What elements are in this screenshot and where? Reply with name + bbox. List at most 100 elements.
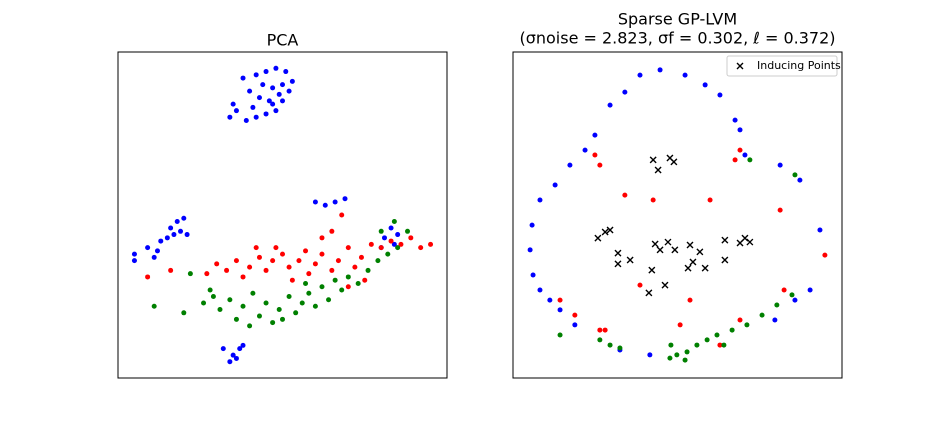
point [714, 332, 720, 338]
inducing-point [654, 166, 662, 174]
inducing-point [648, 266, 656, 274]
chart-title: PCA [267, 31, 299, 50]
point [797, 177, 803, 183]
point [263, 300, 269, 306]
point [204, 271, 210, 277]
inducing-point [741, 234, 749, 242]
point [684, 349, 690, 355]
point [158, 238, 164, 244]
point [597, 162, 603, 168]
point [247, 88, 253, 94]
point [657, 67, 663, 73]
point [276, 91, 282, 97]
point [607, 342, 613, 348]
point [306, 271, 312, 277]
point [178, 228, 184, 234]
point [253, 72, 259, 78]
point [174, 219, 180, 225]
inducing-point [701, 264, 709, 272]
point [164, 235, 170, 241]
point [737, 147, 743, 153]
point [405, 228, 411, 234]
point [597, 327, 603, 333]
point [270, 320, 276, 326]
point [286, 294, 292, 299]
point [607, 102, 613, 108]
point [772, 317, 778, 323]
point [214, 261, 220, 267]
point [322, 202, 328, 208]
point [263, 267, 269, 273]
point [286, 88, 292, 94]
point [303, 248, 309, 254]
inducing-point [649, 156, 657, 164]
point [342, 196, 348, 202]
point [260, 82, 266, 88]
point [217, 307, 223, 313]
point [822, 252, 828, 258]
inducing-point [661, 281, 669, 289]
point [737, 127, 743, 133]
point [256, 313, 262, 319]
point [789, 292, 795, 298]
point [233, 355, 239, 361]
point [704, 337, 710, 343]
point [729, 327, 735, 333]
point [358, 254, 364, 260]
point [378, 245, 384, 251]
point [637, 72, 643, 78]
point [273, 108, 279, 114]
point [622, 89, 628, 95]
inducing-point [651, 240, 659, 248]
point [224, 267, 230, 273]
point [131, 251, 137, 257]
point [253, 245, 259, 251]
point [184, 232, 190, 238]
point [687, 297, 693, 303]
inducing-point [614, 260, 622, 268]
point [557, 332, 563, 338]
point [408, 235, 414, 241]
point [207, 287, 213, 293]
point [365, 267, 371, 273]
point [747, 157, 753, 163]
point [250, 290, 256, 296]
point [428, 241, 434, 247]
point [339, 212, 345, 218]
point [378, 228, 384, 234]
point [668, 342, 674, 348]
point [332, 199, 338, 205]
point [395, 232, 401, 238]
inducing-point [645, 289, 653, 297]
inducing-point [670, 158, 678, 166]
point [210, 294, 216, 299]
point [270, 85, 276, 91]
point [131, 258, 137, 264]
inducing-point [601, 228, 609, 236]
point [774, 302, 780, 308]
point [227, 114, 233, 120]
point [732, 157, 738, 163]
point [312, 261, 318, 267]
inducing-point [721, 256, 729, 264]
point [557, 297, 563, 303]
point [303, 280, 309, 286]
point [286, 264, 292, 270]
point [319, 251, 325, 257]
point [817, 227, 823, 233]
point [375, 258, 381, 264]
point [682, 357, 688, 363]
point [529, 222, 535, 228]
point [201, 300, 207, 306]
point [168, 225, 174, 231]
point [647, 352, 653, 358]
point [280, 251, 285, 257]
point [732, 117, 738, 123]
point [329, 228, 335, 234]
inducing-point [684, 264, 692, 272]
inducing-point [721, 236, 729, 244]
point [220, 346, 226, 352]
point [230, 352, 236, 358]
point [230, 101, 236, 107]
